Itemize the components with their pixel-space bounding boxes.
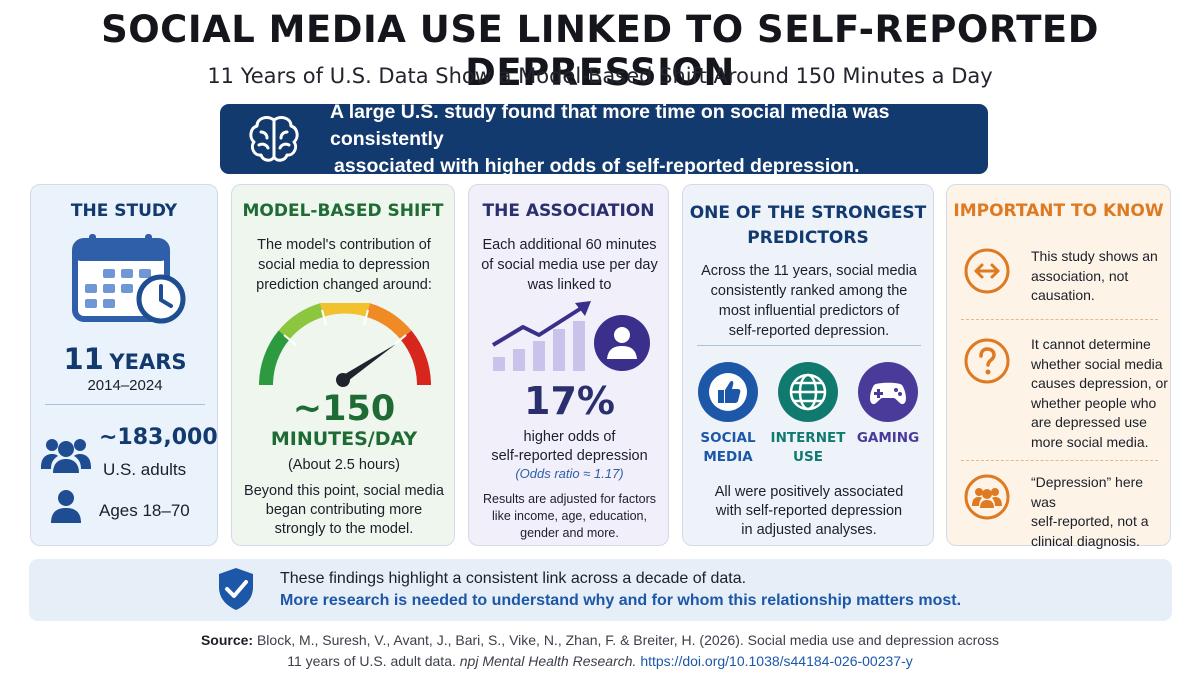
people-icon <box>963 473 1011 525</box>
conclusion-box <box>29 559 1172 621</box>
predictors-desc-4: self-reported depression. <box>728 323 890 339</box>
predictor-label-social: SOCIAL <box>700 430 756 446</box>
odds-ratio: (Odds ratio ≈ 1.17) <box>515 466 624 481</box>
predictors-desc-2: consistently ranked among the <box>710 283 908 299</box>
important-2-line-6: more social media. <box>1031 433 1149 450</box>
group-icon <box>41 435 91 479</box>
shift-desc-2: social media to depression <box>258 257 430 273</box>
association-adj-1: Results are adjusted for factors <box>483 492 656 506</box>
years-range: 2014–2024 <box>87 377 163 394</box>
source-text-2: 11 years of U.S. adult data. <box>287 653 456 669</box>
important-1-line-2: association, not <box>1031 267 1129 284</box>
association-title: THE ASSOCIATION <box>482 201 655 221</box>
trend-chart-icon <box>491 299 653 377</box>
page-subtitle: 11 Years of U.S. Data Show a Model-Based… <box>207 64 993 88</box>
banner-line-1: A large U.S. study found that more time … <box>329 100 890 150</box>
predictors-desc-3: most influential predictors of <box>718 303 900 319</box>
association-desc-3: was linked to <box>527 277 612 293</box>
important-card: IMPORTANT TO KNOW This study shows an as… <box>946 184 1171 549</box>
predictors-foot-3: in adjusted analyses. <box>741 522 877 538</box>
important-1-line-3: causation. <box>1031 287 1095 303</box>
shift-desc-1: The model's contribution of <box>257 237 431 253</box>
association-desc-1: Each additional 60 minutes <box>482 237 657 253</box>
association-percent: 17% <box>524 379 615 423</box>
model-shift-card: MODEL-BASED SHIFT The model's contributi… <box>231 184 455 546</box>
shield-check-icon <box>216 566 256 616</box>
banner-line-2: associated with higher odds of self-repo… <box>333 154 860 177</box>
years-number: 11 <box>63 342 104 376</box>
source-label: Source: <box>200 632 254 648</box>
double-arrow-icon <box>963 247 1011 299</box>
summary-banner: A large U.S. study found that more time … <box>220 101 988 177</box>
study-card: THE STUDY 11 YEARS 2014–2024 <box>30 184 218 546</box>
association-adj-3: gender and more. <box>520 526 619 540</box>
years-word: YEARS <box>109 350 187 374</box>
predictors-card: ONE OF THE STRONGEST PREDICTORS Across t… <box>682 184 934 546</box>
predictor-label-internet: INTERNET <box>770 430 846 446</box>
important-3-line-3: clinical diagnosis. <box>1031 532 1140 549</box>
association-label-1: higher odds of <box>523 429 616 445</box>
shift-unit: MINUTES/DAY <box>270 428 418 450</box>
person-icon <box>50 489 82 527</box>
predictor-label-gaming: GAMING <box>856 430 920 446</box>
conclusion-line-2: More research is needed to understand wh… <box>280 592 962 609</box>
shift-after-2: began contributing more <box>265 502 423 518</box>
conclusion-line-1: These findings highlight a consistent li… <box>280 570 747 587</box>
divider <box>697 345 921 346</box>
divider <box>45 404 205 405</box>
participants-label: U.S. adults <box>103 460 187 479</box>
predictors-desc-1: Across the 11 years, social media <box>701 263 917 279</box>
divider <box>961 319 1158 320</box>
gauge-icon <box>256 299 434 399</box>
important-2-line-5: are depressed use <box>1031 414 1147 430</box>
important-title: IMPORTANT TO KNOW <box>953 201 1164 221</box>
source-doi-link[interactable]: https://doi.org/10.1038/s44184-026-00237… <box>640 653 913 669</box>
question-icon <box>963 337 1011 389</box>
association-adj-2: like income, age, education, <box>492 509 647 523</box>
important-3-line-2: self-reported, not a <box>1031 513 1149 529</box>
shift-desc-3: prediction changed around: <box>256 277 432 293</box>
important-2-line-3: causes depression, or <box>1031 375 1168 391</box>
predictors-foot-2: with self-reported depression <box>715 503 903 519</box>
shift-after-1: Beyond this point, social media <box>244 483 444 499</box>
shift-title: MODEL-BASED SHIFT <box>242 201 444 221</box>
page-title: SOCIAL MEDIA USE LINKED TO SELF-REPORTED… <box>101 8 1099 94</box>
shift-value: ~150 <box>292 389 396 429</box>
thumbs-up-icon <box>697 361 759 427</box>
association-desc-2: of social media use per day <box>481 257 658 273</box>
shift-note: (About 2.5 hours) <box>287 457 401 473</box>
brain-icon <box>242 106 306 172</box>
important-1-line-1: This study shows an <box>1031 248 1158 264</box>
important-2-line-2: whether social media <box>1031 355 1163 372</box>
source-text-1: Block, M., Suresh, V., Avant, J., Bari, … <box>256 632 1000 648</box>
predictors-title-2: PREDICTORS <box>747 228 869 248</box>
globe-icon <box>777 361 839 427</box>
study-title: THE STUDY <box>70 201 178 221</box>
participants-count: ~183,000 <box>99 425 218 450</box>
gamepad-icon <box>857 361 919 427</box>
predictors-foot-1: All were positively associated <box>714 484 904 500</box>
shift-after-3: strongly to the model. <box>274 521 414 537</box>
calendar-clock-icon <box>71 233 189 329</box>
important-2-line-4: whether people who <box>1031 394 1157 411</box>
ages-range: Ages 18–70 <box>99 501 190 520</box>
predictor-label-internet-2: USE <box>793 449 823 465</box>
predictors-title-1: ONE OF THE STRONGEST <box>689 203 927 223</box>
association-card: THE ASSOCIATION Each additional 60 minut… <box>468 184 669 546</box>
predictor-label-social-2: MEDIA <box>703 449 753 465</box>
association-label-2: self-reported depression <box>491 448 648 464</box>
divider <box>961 460 1158 461</box>
important-2-line-1: It cannot determine <box>1031 336 1151 352</box>
important-3-line-1: “Depression” here was <box>1031 474 1144 510</box>
source-journal: npj Mental Health Research. <box>459 653 637 669</box>
